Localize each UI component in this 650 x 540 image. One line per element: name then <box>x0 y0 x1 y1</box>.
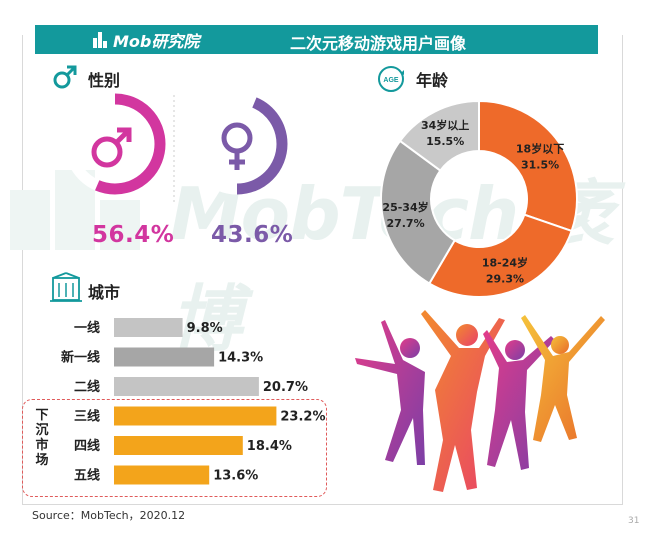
page-number: 31 <box>628 516 640 526</box>
city-building-icon <box>50 272 82 302</box>
bar <box>114 406 277 426</box>
age-section-title: 年龄 <box>416 71 449 90</box>
male-ring-arc <box>64 93 166 195</box>
donut-slice <box>427 213 573 298</box>
gender-section-title: 性别 <box>88 71 121 90</box>
bar <box>114 347 215 367</box>
bar-category-label: 二线 <box>74 379 100 395</box>
donut-category-label: 18-24岁 <box>482 255 528 269</box>
donut-category-label: 25-34岁 <box>382 200 428 214</box>
age-donut-chart: 18岁以下 31.5% 18-24岁 29.3% 25-34岁 27.7% 34岁以上 15.… <box>380 99 578 298</box>
donut-slice <box>380 139 457 285</box>
dancers-illustration <box>355 310 605 492</box>
donut-slice <box>398 99 480 172</box>
male-symbol-icon <box>53 65 77 89</box>
donut-value-label: 31.5% <box>521 158 559 171</box>
brand-logo: Mob研究院 <box>93 28 199 52</box>
watermark-building-icon <box>10 170 140 250</box>
bar-value-label: 13.6% <box>213 469 258 484</box>
sink-market-box <box>22 399 327 497</box>
donut-category-label: 34岁以上 <box>421 118 469 132</box>
male-glyph-icon <box>91 127 132 168</box>
female-ring-chart <box>186 93 288 195</box>
bar <box>114 465 210 485</box>
frame-right-line <box>622 35 623 505</box>
bar-value-label: 14.3% <box>218 351 263 366</box>
brand-name: Mob研究院 <box>113 32 200 51</box>
donut-value-label: 29.3% <box>486 272 524 285</box>
male-percentage: 56.4% <box>92 222 175 248</box>
donut-value-label: 27.7% <box>386 217 424 230</box>
bar-category-label: 四线 <box>74 438 100 454</box>
bar-value-label: 18.4% <box>247 439 292 454</box>
gender-divider <box>173 95 175 205</box>
bar <box>114 318 183 337</box>
city-bar-chart: 一线 9.8% 新一线 14.3% 二线 20.7% 三线 23.2% 四线 18.4% 五线 13.… <box>61 318 326 485</box>
female-glyph-icon <box>221 122 253 170</box>
male-ring-chart <box>64 93 166 195</box>
header-bar <box>35 25 598 54</box>
bar <box>114 377 259 396</box>
frame-bottom-line <box>22 504 623 505</box>
bar-category-label: 新一线 <box>61 350 100 366</box>
bar-category-label: 五线 <box>74 468 100 484</box>
donut-slice <box>478 99 578 233</box>
donut-category-label: 18岁以下 <box>516 141 564 155</box>
bar-category-label: 三线 <box>74 409 100 425</box>
donut-value-label: 15.5% <box>426 135 464 148</box>
city-section-title: 城市 <box>88 283 121 302</box>
bar-category-label: 一线 <box>74 320 100 336</box>
bar-value-label: 9.8% <box>187 321 223 336</box>
female-ring-arc <box>186 93 288 195</box>
bar-value-label: 20.7% <box>263 380 308 395</box>
age-badge-text: AGE <box>383 77 399 84</box>
bar-value-label: 23.2% <box>280 410 325 425</box>
age-badge-icon: AGE <box>378 66 404 92</box>
page-title: 二次元移动游戏用户画像 <box>290 34 467 53</box>
sink-market-label: 下沉市场 <box>35 408 49 468</box>
source-note: Source：MobTech，2020.12 <box>32 509 186 522</box>
female-percentage: 43.6% <box>211 222 294 248</box>
logo-bars-icon <box>93 32 109 48</box>
frame-left-line <box>22 35 23 505</box>
bar <box>114 436 243 455</box>
